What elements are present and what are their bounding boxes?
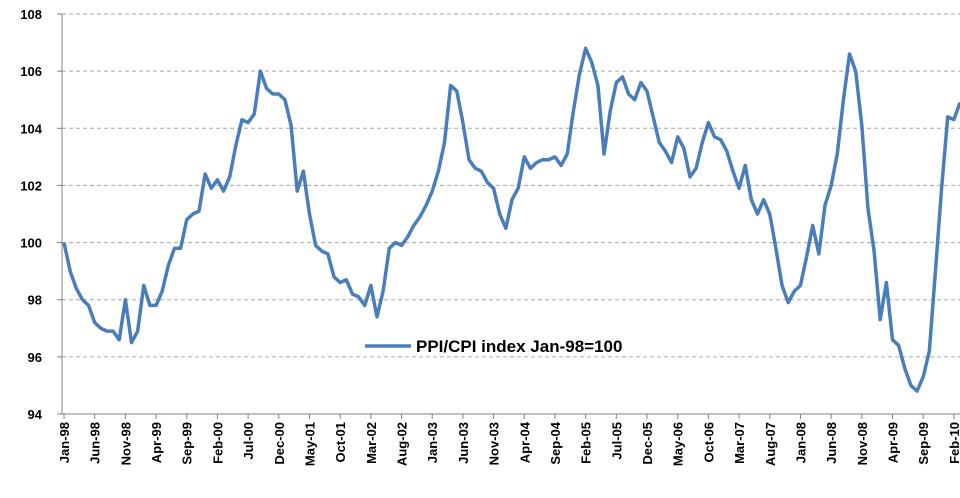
x-tick-label: May-06 <box>671 422 686 466</box>
x-tick-label: Nov-08 <box>855 422 870 465</box>
y-tick-label: 100 <box>20 236 42 251</box>
x-tick-label: Nov-98 <box>118 422 133 465</box>
x-tick-label: Jan-03 <box>425 422 440 463</box>
y-tick-label: 94 <box>28 407 43 422</box>
x-tick-label: Dec-00 <box>272 422 287 465</box>
x-tick-label: Jan-98 <box>57 422 72 463</box>
x-tick-label: Feb-10 <box>947 422 960 464</box>
x-tick-label: Apr-09 <box>885 422 900 463</box>
x-tick-label: Sep-09 <box>916 422 931 465</box>
y-tick-label: 108 <box>20 7 42 22</box>
x-tick-label: Mar-07 <box>732 422 747 464</box>
legend-label: PPI/CPI index Jan-98=100 <box>416 337 622 356</box>
y-tick-label: 106 <box>20 64 42 79</box>
x-tick-label: Oct-01 <box>333 422 348 462</box>
y-tick-label: 98 <box>28 293 42 308</box>
x-tick-label: Jan-08 <box>793 422 808 463</box>
x-tick-label: Jun-08 <box>824 422 839 464</box>
y-tick-label: 104 <box>20 121 42 136</box>
x-tick-label: Jul-00 <box>241 422 256 460</box>
x-tick-label: Aug-02 <box>395 422 410 466</box>
x-tick-label: Mar-02 <box>364 422 379 464</box>
x-tick-label: Sep-04 <box>548 421 563 464</box>
x-tick-label: Jun-98 <box>88 422 103 464</box>
x-tick-label: Oct-06 <box>701 422 716 462</box>
x-tick-label: Jul-05 <box>609 422 624 460</box>
x-tick-label: Dec-05 <box>640 422 655 465</box>
x-tick-label: Nov-03 <box>487 422 502 465</box>
x-tick-label: Apr-04 <box>517 421 532 463</box>
x-tick-label: Jun-03 <box>456 422 471 464</box>
x-tick-label: Feb-00 <box>210 422 225 464</box>
x-tick-label: Feb-05 <box>579 422 594 464</box>
x-tick-label: Sep-99 <box>180 422 195 465</box>
x-tick-label: Aug-07 <box>763 422 778 466</box>
y-tick-label: 96 <box>28 350 42 365</box>
x-tick-label: May-01 <box>302 422 317 466</box>
x-tick-label: Apr-99 <box>149 422 164 463</box>
y-tick-label: 102 <box>20 178 42 193</box>
data-line <box>62 46 960 393</box>
